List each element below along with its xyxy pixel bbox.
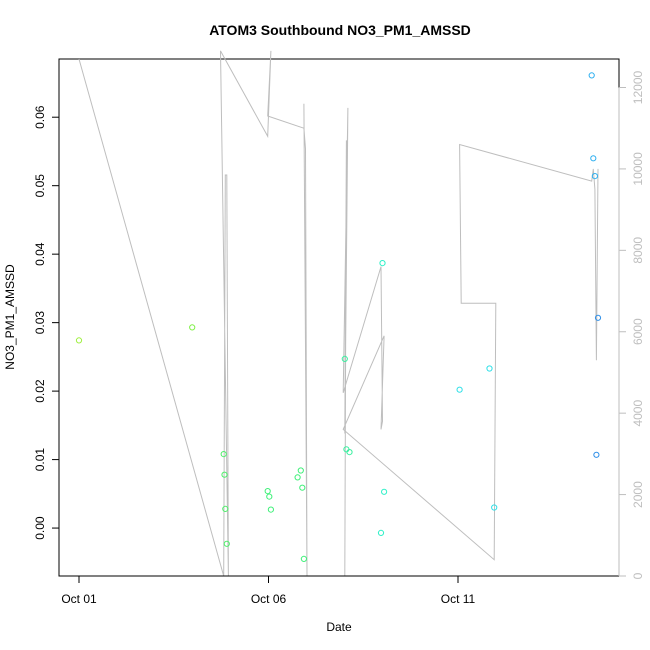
data-point [486,365,493,372]
data-point [346,449,353,456]
plot-area [58,58,620,577]
data-point [591,173,599,180]
data-point [220,451,227,458]
x-tick-label: Oct 01 [61,592,97,606]
data-point [223,540,230,547]
y-tick-label: 0.05 [33,174,47,198]
x-tick-label: Oct 11 [441,592,476,606]
y-tick-label: 0.04 [33,242,47,266]
data-point [590,155,597,162]
data-point [189,324,196,331]
data-point [264,488,271,495]
y-tick-label: 0.02 [33,379,47,403]
y-right-tick-label: 0 [631,572,645,579]
data-point [297,467,304,474]
y-right-tick-label: 6000 [631,318,645,345]
line-series [78,50,599,577]
data-point [75,337,83,344]
y-right-tick-label: 4000 [631,400,645,427]
y-right-tick-label: 2000 [631,481,645,508]
data-point [266,493,273,500]
chart-title: ATOM3 Southbound NO3_PM1_AMSSD [209,22,471,38]
data-point [456,386,463,393]
y-tick-label: 0.00 [33,516,47,540]
y-tick-label: 0.03 [33,311,47,335]
data-point [267,506,274,513]
y-axis-right: 0 2000 4000 6000 8000 10000 12000 [618,70,645,579]
y-right-tick-label: 10000 [631,152,645,186]
data-point [588,72,595,79]
y-right-tick-label: 12000 [631,70,645,104]
data-point [377,529,385,537]
x-axis: Oct 01 Oct 06 Oct 11 [61,575,476,606]
data-point [381,488,388,495]
data-point [294,474,301,481]
data-point [341,355,348,362]
data-point [379,260,386,267]
data-point [222,505,229,512]
y-axis-left: 0.00 0.01 0.02 0.03 0.04 0.05 0.06 [33,105,60,540]
data-point [221,471,228,478]
data-point [491,504,498,511]
data-point [593,451,600,458]
y-tick-label: 0.01 [33,448,47,472]
data-point [299,484,306,491]
x-tick-label: Oct 06 [251,592,287,606]
y-right-tick-label: 8000 [631,237,645,264]
series-line [78,50,599,577]
point-series [75,72,602,563]
x-axis-label: Date [326,620,352,634]
y-tick-label: 0.06 [33,105,47,129]
data-point [594,314,602,321]
y-axis-label: NO3_PM1_AMSSD [3,264,17,370]
data-point [300,555,307,563]
